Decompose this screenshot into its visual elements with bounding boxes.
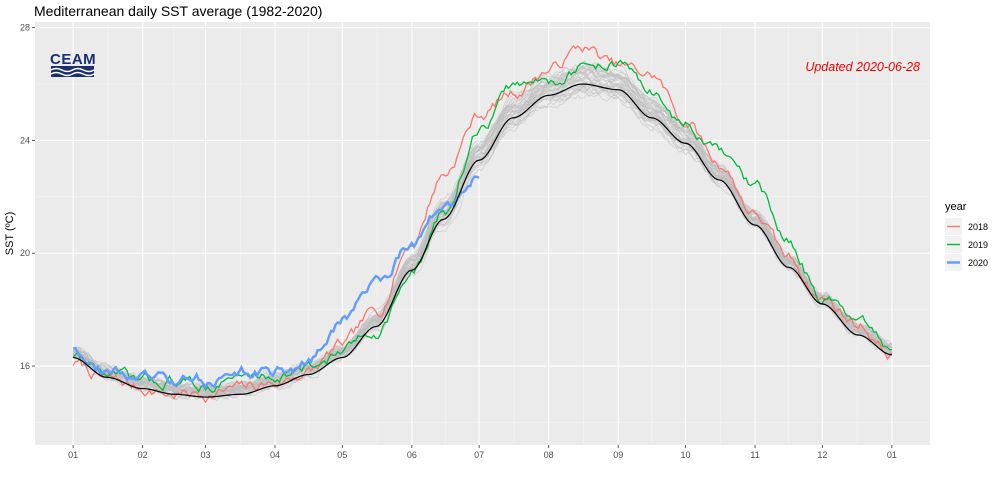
legend-label-2018: 2018 (968, 222, 988, 232)
x-tick-label: 12 (817, 450, 827, 460)
climatology-mean-line (73, 83, 892, 398)
chart-title: Mediterranean daily SST average (1982-20… (34, 3, 322, 19)
x-axis: 01 02 03 04 05 06 07 08 09 10 11 12 01 (68, 445, 897, 460)
x-tick-label: 09 (613, 450, 623, 460)
x-tick-label: 03 (200, 450, 210, 460)
historical-year-line (73, 78, 893, 397)
x-tick-label: 04 (270, 450, 280, 460)
legend-title: year (945, 201, 967, 213)
x-tick-label: 08 (544, 450, 554, 460)
legend-label-2019: 2019 (968, 240, 988, 250)
climatology-line (73, 83, 892, 398)
y-tick-label: 16 (20, 361, 30, 371)
year-series-lines (72, 44, 893, 404)
logo-wave-icon (51, 66, 94, 77)
x-tick-label: 05 (337, 450, 347, 460)
x-tick-label: 02 (138, 450, 148, 460)
y-tick-label: 28 (20, 23, 30, 33)
ceam-logo: CEAM (50, 51, 96, 77)
series-line-2020 (72, 175, 480, 390)
logo-wave-line-2 (50, 71, 95, 77)
x-tick-label: 06 (407, 450, 417, 460)
legend: year 2018 2019 2020 (945, 201, 988, 271)
y-tick-label: 20 (20, 248, 30, 258)
y-axis-title: SST (ºC) (4, 212, 16, 256)
x-tick-label: 11 (750, 450, 759, 460)
logo-wave-line-1 (50, 67, 95, 73)
historical-year-line (73, 79, 893, 391)
series-line-2018 (72, 44, 893, 404)
x-tick-label: 10 (680, 450, 690, 460)
y-axis: 16 20 24 28 (20, 23, 35, 371)
series-line-2019 (72, 59, 892, 393)
x-tick-label: 07 (474, 450, 484, 460)
x-tick-label: 01 (887, 450, 897, 460)
logo-text: CEAM (50, 51, 96, 68)
updated-annotation: Updated 2020-06-28 (805, 60, 920, 74)
legend-label-2020: 2020 (968, 258, 988, 268)
x-tick-label: 01 (68, 450, 78, 460)
y-tick-label: 24 (20, 135, 30, 145)
